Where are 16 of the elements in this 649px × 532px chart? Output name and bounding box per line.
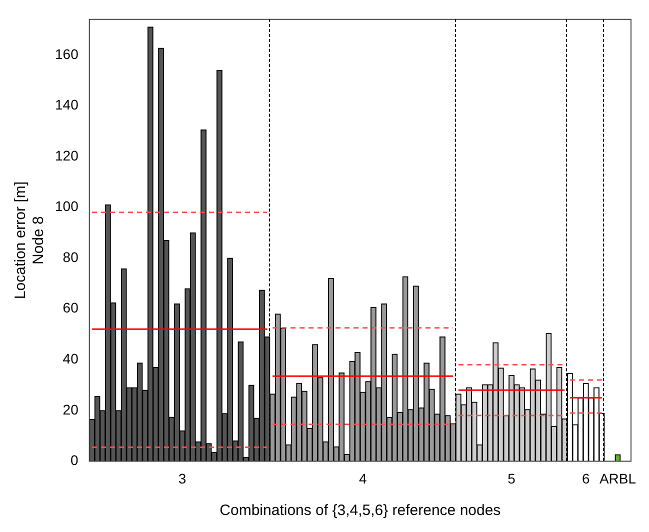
y-tick-label: 140	[55, 96, 79, 113]
x-tick-label: 5	[508, 470, 516, 486]
y-tick-label: 80	[62, 248, 79, 265]
x-tick-label: ARBL	[599, 470, 636, 486]
y-tick-label: 160	[55, 46, 79, 62]
x-tick-label: 4	[358, 470, 367, 486]
y-tick-label: 120	[55, 147, 79, 164]
y-tick-label: 40	[62, 350, 79, 366]
y-tick-label: 0	[70, 452, 79, 468]
y-axis-title: Location error [m] Node 8	[12, 182, 48, 300]
y-tick-label: 60	[62, 300, 79, 316]
y-tick-label: 20	[62, 401, 79, 418]
x-tick-label: 6	[582, 470, 590, 486]
x-tick-label: 3	[178, 470, 186, 486]
x-axis-title: Combinations of {3,4,5,6} reference nodes	[220, 502, 501, 520]
y-tick-label: 100	[55, 198, 79, 214]
